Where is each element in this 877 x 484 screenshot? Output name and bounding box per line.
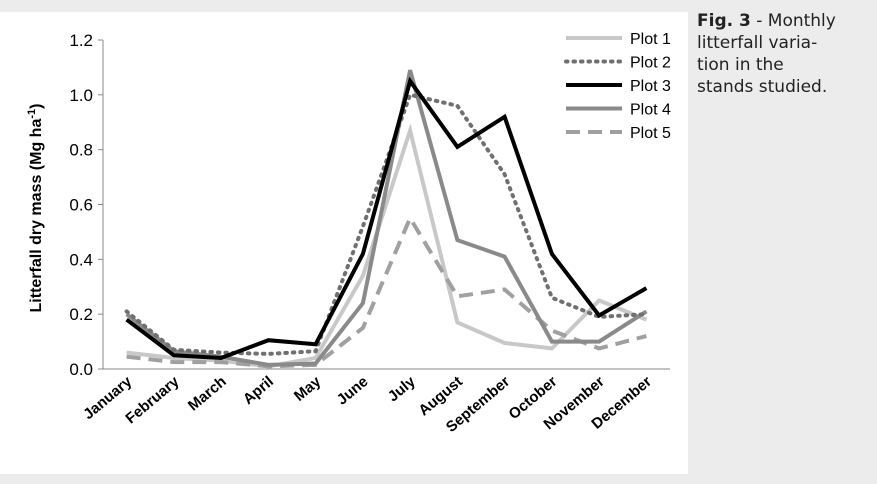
series-line-plot-4 xyxy=(125,69,648,367)
y-tick-label: 1.0 xyxy=(69,86,93,105)
figure-label: Fig. 3 xyxy=(697,11,751,31)
x-tick-label: July xyxy=(385,373,419,406)
caption-line-3: tion in the xyxy=(697,55,784,75)
y-tick-label: 0.2 xyxy=(69,305,93,324)
x-tick-label: April xyxy=(240,373,277,408)
y-tick-label: 0.8 xyxy=(69,141,93,160)
series-line-plot-5 xyxy=(126,213,647,369)
legend: Plot 1 Plot 2 Plot 3 Plot 4 Plot 5 xyxy=(564,31,671,142)
legend-label: Plot 3 xyxy=(630,78,671,95)
x-tick-label: May xyxy=(291,373,325,405)
y-tick-label: 0.6 xyxy=(69,196,93,215)
y-tick-labels: 0.0 0.2 0.4 0.6 0.8 1.0 1.2 xyxy=(69,31,103,379)
y-tick-label: 0.0 xyxy=(69,360,93,379)
caption-line-2: litterfall varia- xyxy=(697,33,818,53)
caption-line-1: - Monthly xyxy=(750,11,836,31)
x-tick-label: February xyxy=(122,373,183,428)
legend-label: Plot 1 xyxy=(630,31,671,48)
y-tick-label: 0.4 xyxy=(69,250,93,269)
y-tick-label: 1.2 xyxy=(69,31,93,50)
caption-line-4: stands studied. xyxy=(697,77,828,97)
chart-panel: 0.0 0.2 0.4 0.6 0.8 1.0 1.2 January February Mar… xyxy=(0,12,688,474)
legend-label: Plot 5 xyxy=(630,125,671,142)
x-tick-label: March xyxy=(185,373,230,414)
x-tick-label: June xyxy=(334,373,372,409)
series-line-plot-3 xyxy=(125,76,648,361)
legend-label: Plot 4 xyxy=(630,102,671,119)
series-lines xyxy=(124,69,649,369)
figure-caption: Fig. 3 - Monthly litterfall varia- tion … xyxy=(697,10,873,98)
legend-label: Plot 2 xyxy=(630,55,671,72)
y-axis-title: Litterfall dry mass (Mg ha-1) xyxy=(26,104,45,313)
